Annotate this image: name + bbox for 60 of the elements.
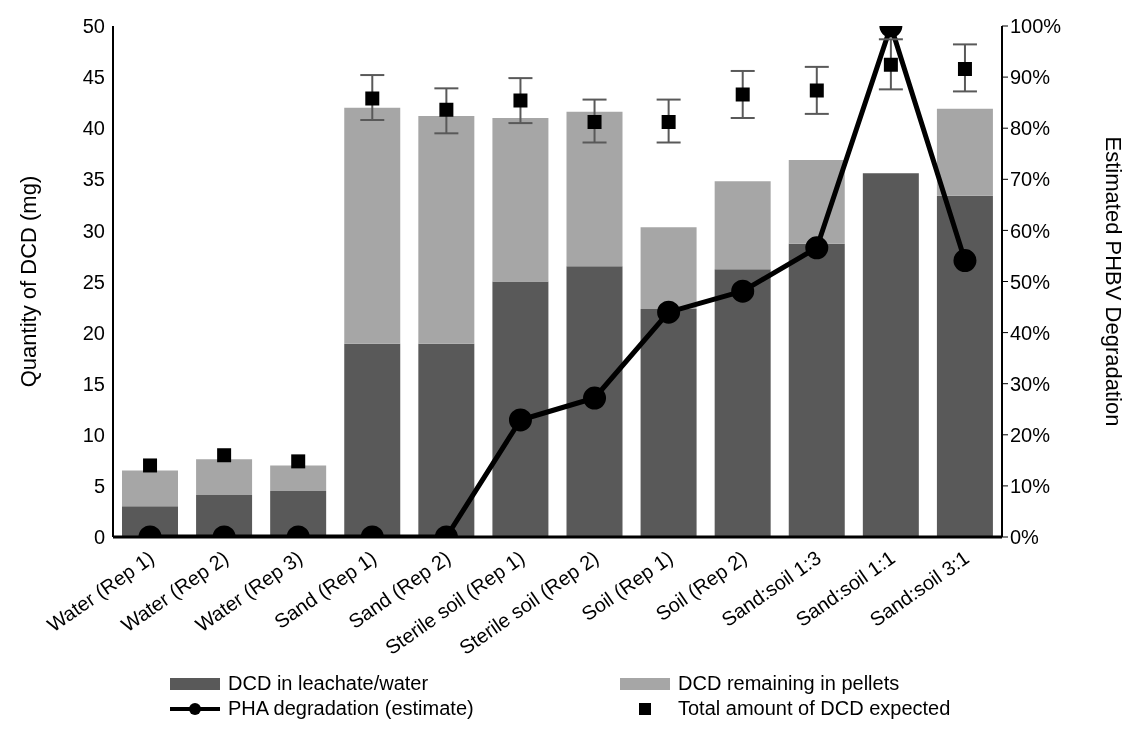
- y2-tick-label: 50%: [1010, 270, 1051, 293]
- y2-tick-label: 60%: [1010, 219, 1051, 242]
- y-tick-label: 35: [82, 168, 105, 191]
- y-tick-label: 20: [82, 321, 105, 344]
- y-axis-title: Quantity of DCD (mg): [15, 175, 41, 388]
- y-tick-label: 40: [82, 117, 105, 140]
- bar: [418, 115, 475, 344]
- point: [661, 115, 676, 130]
- y-tick-label: 0: [93, 526, 105, 549]
- bar: [492, 117, 549, 282]
- y2-axis-title: Estimated PHBV Degradation: [1101, 136, 1127, 427]
- bar: [270, 465, 327, 492]
- legend-label: DCD in leachate/water: [228, 672, 429, 695]
- point: [143, 458, 158, 473]
- point: [513, 93, 528, 108]
- point: [217, 448, 232, 463]
- y2-tick-label: 80%: [1010, 117, 1051, 140]
- point: [291, 454, 306, 469]
- y2-tick-label: 40%: [1010, 321, 1051, 344]
- y2-tick-label: 20%: [1010, 423, 1051, 446]
- bar: [566, 111, 623, 267]
- bar: [344, 107, 401, 344]
- point: [957, 61, 972, 76]
- y2-tick-label: 0%: [1010, 526, 1040, 549]
- bar: [344, 343, 401, 537]
- bar: [788, 243, 845, 537]
- bar: [936, 195, 993, 537]
- point: [365, 91, 380, 106]
- bar: [640, 309, 697, 537]
- y2-tick-label: 30%: [1010, 372, 1051, 395]
- point: [587, 115, 602, 130]
- y-tick-label: 50: [82, 15, 105, 38]
- y-tick-label: 10: [82, 423, 105, 446]
- bar: [936, 108, 993, 196]
- point: [809, 83, 824, 98]
- bar: [714, 269, 771, 537]
- bar: [566, 266, 623, 537]
- legend-label: Total amount of DCD expected: [678, 697, 951, 720]
- point: [735, 87, 750, 102]
- y2-tick-label: 70%: [1010, 168, 1051, 191]
- bar: [196, 459, 253, 496]
- y-tick-label: 25: [82, 270, 105, 293]
- bar: [714, 181, 771, 270]
- y-tick-label: 5: [93, 475, 105, 497]
- y-tick-label: 30: [82, 219, 105, 242]
- bar: [492, 281, 549, 537]
- y2-tick-label: 100%: [1010, 15, 1062, 38]
- point: [439, 102, 454, 117]
- bar: [270, 491, 327, 537]
- bar: [418, 343, 475, 537]
- y2-tick-label: 10%: [1010, 475, 1051, 497]
- bar: [862, 173, 919, 537]
- y-tick-label: 45: [82, 66, 105, 89]
- legend-label: PHA degradation (estimate): [228, 697, 474, 720]
- legend-label: DCD remaining in pellets: [678, 672, 900, 695]
- y-tick-label: 15: [82, 372, 105, 395]
- y2-tick-label: 90%: [1010, 66, 1051, 89]
- bar: [640, 227, 697, 310]
- bar: [122, 470, 178, 507]
- point: [883, 57, 898, 72]
